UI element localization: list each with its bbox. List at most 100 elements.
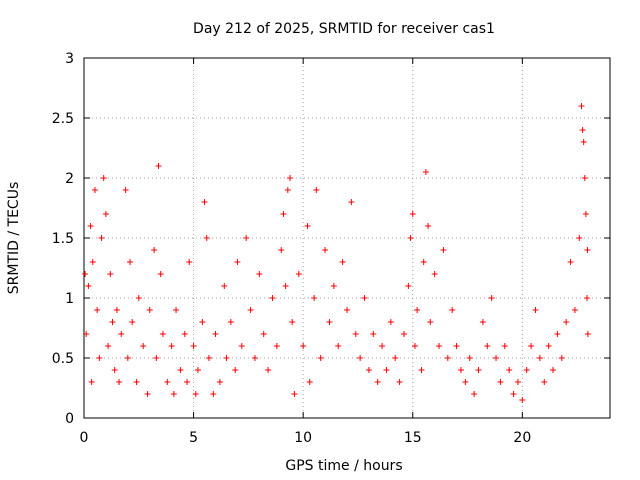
data-point <box>129 319 136 325</box>
data-point <box>289 319 296 325</box>
data-point <box>221 283 228 289</box>
data-point <box>205 355 212 361</box>
x-tick-label: 10 <box>294 430 312 446</box>
data-point <box>514 379 521 385</box>
data-point <box>330 283 337 289</box>
data-point <box>164 379 171 385</box>
data-point <box>260 331 267 337</box>
data-point <box>506 367 513 373</box>
data-point <box>581 175 588 181</box>
data-point <box>532 307 539 313</box>
data-point <box>545 343 552 349</box>
data-point <box>488 295 495 301</box>
data-point <box>317 355 324 361</box>
plot-frame <box>83 57 611 419</box>
data-point <box>558 355 565 361</box>
data-point <box>497 379 504 385</box>
data-point <box>510 391 517 397</box>
data-point <box>578 103 585 109</box>
data-point <box>440 247 447 253</box>
data-point <box>96 355 103 361</box>
y-axis-label: SRMTID / TECUs <box>6 182 22 295</box>
data-point <box>425 223 432 229</box>
data-point <box>278 247 285 253</box>
data-point <box>584 247 591 253</box>
data-point <box>582 211 589 217</box>
data-point <box>304 223 311 229</box>
data-point <box>116 379 123 385</box>
data-point <box>409 211 416 217</box>
data-point <box>453 343 460 349</box>
data-point <box>282 283 289 289</box>
data-point <box>471 391 478 397</box>
data-point <box>352 331 359 337</box>
data-point <box>528 343 535 349</box>
data-point <box>357 355 364 361</box>
data-point <box>418 367 425 373</box>
x-tick-label: 5 <box>189 430 198 446</box>
data-point <box>184 379 191 385</box>
y-tick-label: 2.5 <box>52 111 74 127</box>
data-point <box>422 169 429 175</box>
data-point <box>579 127 586 133</box>
data-point <box>344 307 350 313</box>
y-tick-label: 0 <box>65 411 74 427</box>
data-point <box>273 343 280 349</box>
data-point <box>379 343 386 349</box>
data-point <box>157 271 164 277</box>
data-point <box>199 319 206 325</box>
data-point <box>135 295 142 301</box>
data-point <box>91 187 98 193</box>
data-point <box>232 367 239 373</box>
data-point <box>571 307 578 313</box>
data-point <box>311 295 318 301</box>
data-point <box>466 355 473 361</box>
data-point <box>159 331 166 337</box>
y-tick-label: 0.5 <box>52 351 74 367</box>
data-point <box>280 211 287 217</box>
data-point <box>247 307 254 313</box>
data-point <box>550 367 557 373</box>
data-point <box>82 271 89 277</box>
data-point <box>223 355 230 361</box>
y-tick-label: 1 <box>65 291 74 307</box>
data-point <box>365 367 372 373</box>
data-point <box>243 235 250 241</box>
data-point <box>457 367 464 373</box>
data-point <box>269 295 276 301</box>
data-point <box>122 187 129 193</box>
data-point <box>201 199 208 205</box>
data-point <box>501 343 508 349</box>
y-tick-label: 3 <box>65 51 74 67</box>
data-point <box>107 271 114 277</box>
data-point <box>153 355 160 361</box>
data-point <box>111 367 118 373</box>
data-point <box>203 235 210 241</box>
data-point <box>339 259 346 265</box>
data-point <box>396 379 403 385</box>
data-point <box>98 235 105 241</box>
chart-title: Day 212 of 2025, SRMTID for receiver cas… <box>193 21 495 37</box>
data-point <box>475 367 482 373</box>
data-point <box>431 271 438 277</box>
data-point <box>374 379 381 385</box>
data-point <box>405 283 412 289</box>
data-point <box>251 355 258 361</box>
data-point <box>109 319 116 325</box>
data-point <box>102 211 109 217</box>
data-point <box>383 367 390 373</box>
data-point <box>177 367 184 373</box>
data-point <box>436 343 443 349</box>
data-point <box>536 355 543 361</box>
data-point <box>234 259 241 265</box>
data-point <box>85 283 92 289</box>
data-point <box>348 199 355 205</box>
data-point <box>118 331 125 337</box>
data-point <box>580 139 587 145</box>
data-point <box>306 379 313 385</box>
x-tick-label: 15 <box>404 430 422 446</box>
data-point <box>173 307 180 313</box>
data-point <box>168 343 175 349</box>
data-point <box>420 259 427 265</box>
data-point <box>554 331 561 337</box>
